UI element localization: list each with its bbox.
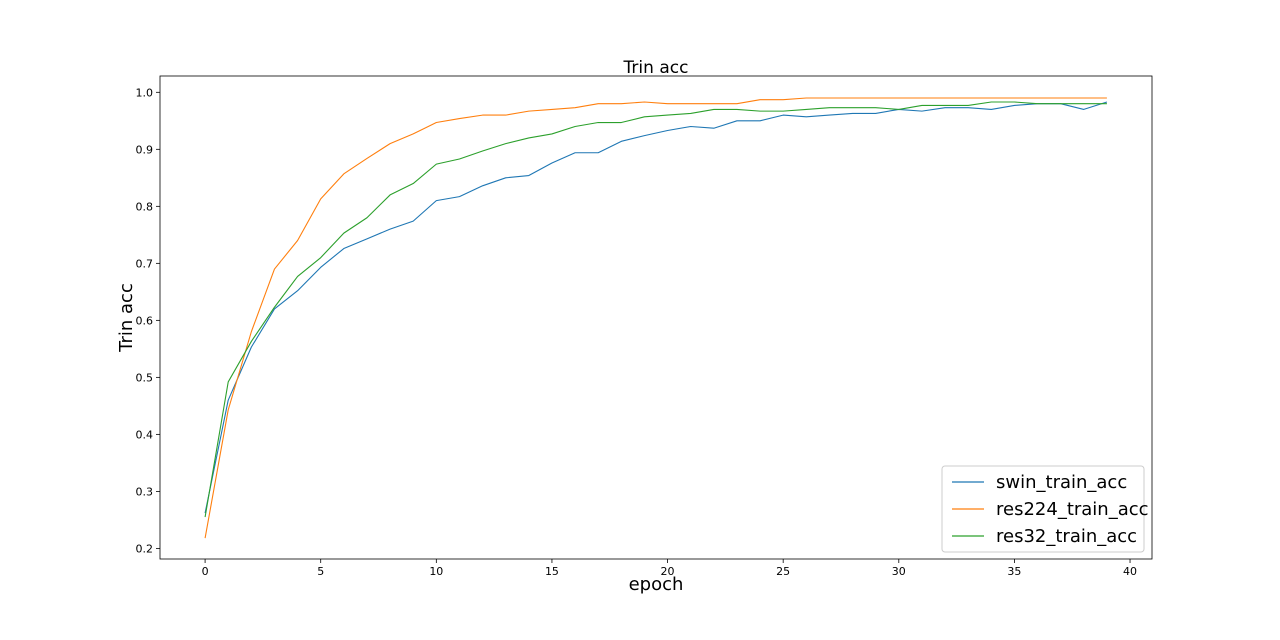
chart-title: Trin acc bbox=[623, 58, 689, 78]
x-tick-label: 20 bbox=[661, 565, 675, 578]
y-tick-label: 1.0 bbox=[136, 86, 154, 99]
x-tick-label: 25 bbox=[776, 565, 790, 578]
series-line-res224_train_acc bbox=[204, 97, 1107, 539]
series-lines bbox=[204, 97, 1108, 539]
x-tick-label: 10 bbox=[429, 565, 443, 578]
legend-label-res224_train_acc: res224_train_acc bbox=[996, 499, 1149, 520]
x-axis-title: epoch bbox=[629, 574, 684, 595]
y-tick-label: 0.5 bbox=[136, 371, 154, 384]
y-axis: 0.2 0.3 0.4 0.5 0.6 0.7 0.8 0.9 1.0 bbox=[136, 86, 160, 555]
y-tick-label: 0.4 bbox=[136, 428, 154, 441]
x-tick-label: 0 bbox=[202, 565, 209, 578]
x-tick-label: 35 bbox=[1007, 565, 1021, 578]
x-tick-label: 15 bbox=[545, 565, 559, 578]
series-line-res32_train_acc bbox=[204, 101, 1107, 518]
legend: swin_train_acc res224_train_acc res32_trai… bbox=[941, 465, 1149, 553]
x-tick-label: 30 bbox=[892, 565, 906, 578]
x-tick-label: 5 bbox=[317, 565, 324, 578]
x-axis: 0 5 10 15 20 25 30 35 40 bbox=[202, 559, 1137, 578]
y-tick-label: 0.8 bbox=[136, 200, 154, 213]
y-tick-label: 0.9 bbox=[136, 143, 154, 156]
y-axis-title: Trin acc bbox=[116, 283, 137, 353]
legend-items: swin_train_acc res224_train_acc res32_trai… bbox=[952, 472, 1149, 547]
y-tick-label: 0.2 bbox=[136, 542, 154, 555]
legend-label-swin_train_acc: swin_train_acc bbox=[996, 472, 1127, 493]
legend-label-res32_train_acc: res32_train_acc bbox=[996, 526, 1137, 547]
y-tick-label: 0.6 bbox=[136, 314, 154, 327]
series-line-swin_train_acc bbox=[204, 101, 1108, 514]
y-tick-label: 0.3 bbox=[136, 485, 154, 498]
x-tick-label: 40 bbox=[1123, 565, 1137, 578]
y-tick-label: 0.7 bbox=[136, 257, 154, 270]
legend-box bbox=[941, 465, 1145, 553]
